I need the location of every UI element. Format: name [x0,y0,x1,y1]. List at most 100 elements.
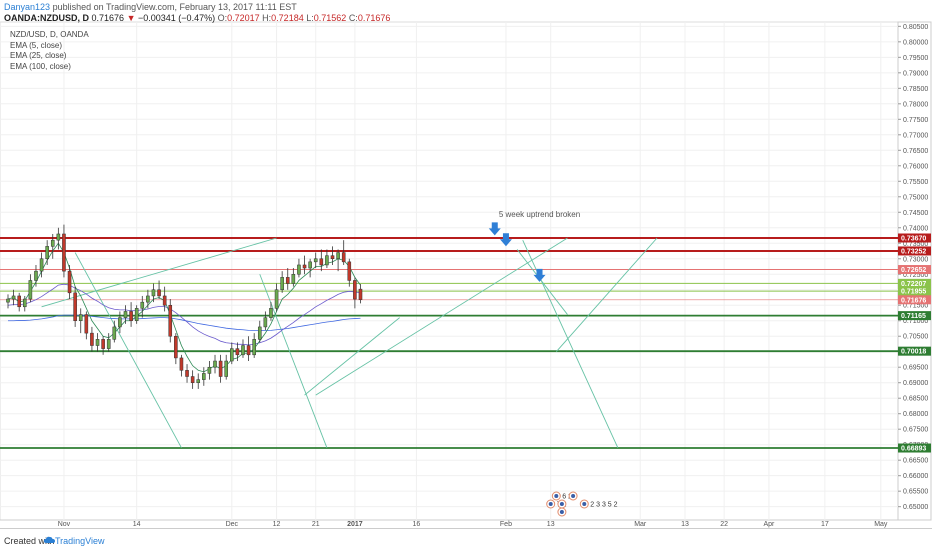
candle-body [330,255,335,260]
change-marker: ▼ [126,13,136,23]
y-tick-label: 0.66000 [903,473,928,480]
candle-body [146,295,150,303]
candle-body [285,277,290,284]
y-tick-label: 0.71500 [903,303,928,310]
plot-area[interactable] [0,21,899,521]
y-tick-label: 0.78500 [903,86,928,93]
candle-body [190,376,195,383]
x-tick-label: 21 [312,521,320,528]
price-level-label: 0.66893 [901,446,926,453]
candle-body [263,317,268,328]
candle-body [185,370,189,377]
candle-body [39,258,44,272]
y-tick-label: 0.80500 [903,24,928,31]
candle-body [235,348,240,356]
event-count-label: 2 3 3 5 2 [590,502,617,509]
y-tick-label: 0.78000 [903,101,928,108]
candle-body [358,288,363,300]
trend-line[interactable] [74,252,182,449]
candle-body [347,261,352,281]
down-arrow-icon [488,222,501,236]
candle-body [56,233,61,241]
y-tick-label: 0.68500 [903,396,928,403]
price-level-badge [898,265,931,275]
price-level-label: 0.73670 [901,235,926,242]
low-label: L: [306,13,314,23]
event-count-label: 6 2 [562,494,572,501]
candle-body [90,332,94,346]
candle-body [118,317,122,328]
price-chart[interactable]: 0.80500 0.80000 0.79500 0.79000 0.78500 0.780… [0,0,932,528]
candle-body [112,326,117,340]
published-text: published on TradingView.com, February 1… [52,2,297,12]
x-tick-label: 22 [720,521,728,528]
candle-body [313,258,318,263]
candle-body [179,357,184,371]
candle-body [6,298,10,303]
y-tick-label: 0.70500 [903,334,928,341]
legend-ema-25[interactable]: EMA (25, close) [10,51,67,60]
candle-body [297,264,301,275]
candle-body [123,311,128,318]
trend-line[interactable] [555,237,658,353]
candle-body [207,366,212,374]
event-flag-icon [559,502,564,506]
candle-body [336,252,340,260]
ema-5-line [7,242,361,373]
y-tick-label: 0.79000 [903,70,928,77]
price-change: −0.00341 (−0.47%) [138,13,216,23]
price-level-label: 0.72652 [901,267,926,274]
y-tick-label: 0.67500 [903,427,928,434]
candle-body [269,308,273,318]
y-tick-label: 0.65500 [903,489,928,496]
legend-ema-5[interactable]: EMA (5, close) [10,40,63,50]
price-level-label: 0.73252 [901,248,926,255]
legend-title[interactable]: NZD/USD, D, OANDA [10,30,89,39]
price-level-badge [898,246,931,256]
quote-bar: OANDA:NZDUSD, D 0.71676 ▼ −0.00341 (−0.4… [4,13,390,23]
ema-100-line [8,314,361,332]
price-level-label: 0.71676 [901,297,926,304]
down-arrow-icon [499,233,512,247]
candle-body [73,292,77,321]
x-tick-label: Mar [634,521,647,528]
open-label: O: [217,13,228,23]
y-tick-label: 0.65000 [903,504,928,511]
open-value: 0.72017 [227,13,260,23]
tradingview-brand[interactable]: TradingView [55,536,105,546]
y-tick-label: 0.71000 [903,318,928,325]
candle-body [308,261,312,269]
candle-body [50,239,55,247]
price-level-badge [898,233,931,243]
y-tick-label: 0.69000 [903,380,928,387]
candle-body [168,304,173,337]
trend-line[interactable] [516,249,568,315]
x-tick-label: Nov [58,521,71,528]
x-tick-label: Dec [226,521,239,528]
candle-body [274,289,279,309]
candle-body [302,264,307,269]
candle-body [246,345,251,356]
author-username[interactable]: Danyan123 [4,2,51,12]
legend-ema-100[interactable]: EMA (100, close) [10,61,71,71]
candle-body [257,326,262,340]
candle-body [28,280,33,300]
created-with-label: Created with [4,536,55,546]
candle-body [11,295,16,300]
y-tick-label: 0.73500 [903,241,928,248]
price-level-badge [898,346,931,356]
x-tick-label: 2017 [347,521,363,528]
trend-line[interactable] [315,237,568,396]
candle-body [134,308,139,321]
x-tick-label: 16 [413,521,421,528]
y-tick-label: 0.75000 [903,194,928,201]
candle-body [101,339,105,349]
x-tick-label: 13 [547,521,555,528]
price-level-badge [898,286,931,296]
candle-body [174,335,178,359]
candle-body [213,360,217,368]
trend-line[interactable] [304,317,400,396]
candle-body [230,348,234,362]
chart-annotation[interactable]: 5 week uptrend broken [499,210,580,219]
event-flag-icon [548,502,553,506]
